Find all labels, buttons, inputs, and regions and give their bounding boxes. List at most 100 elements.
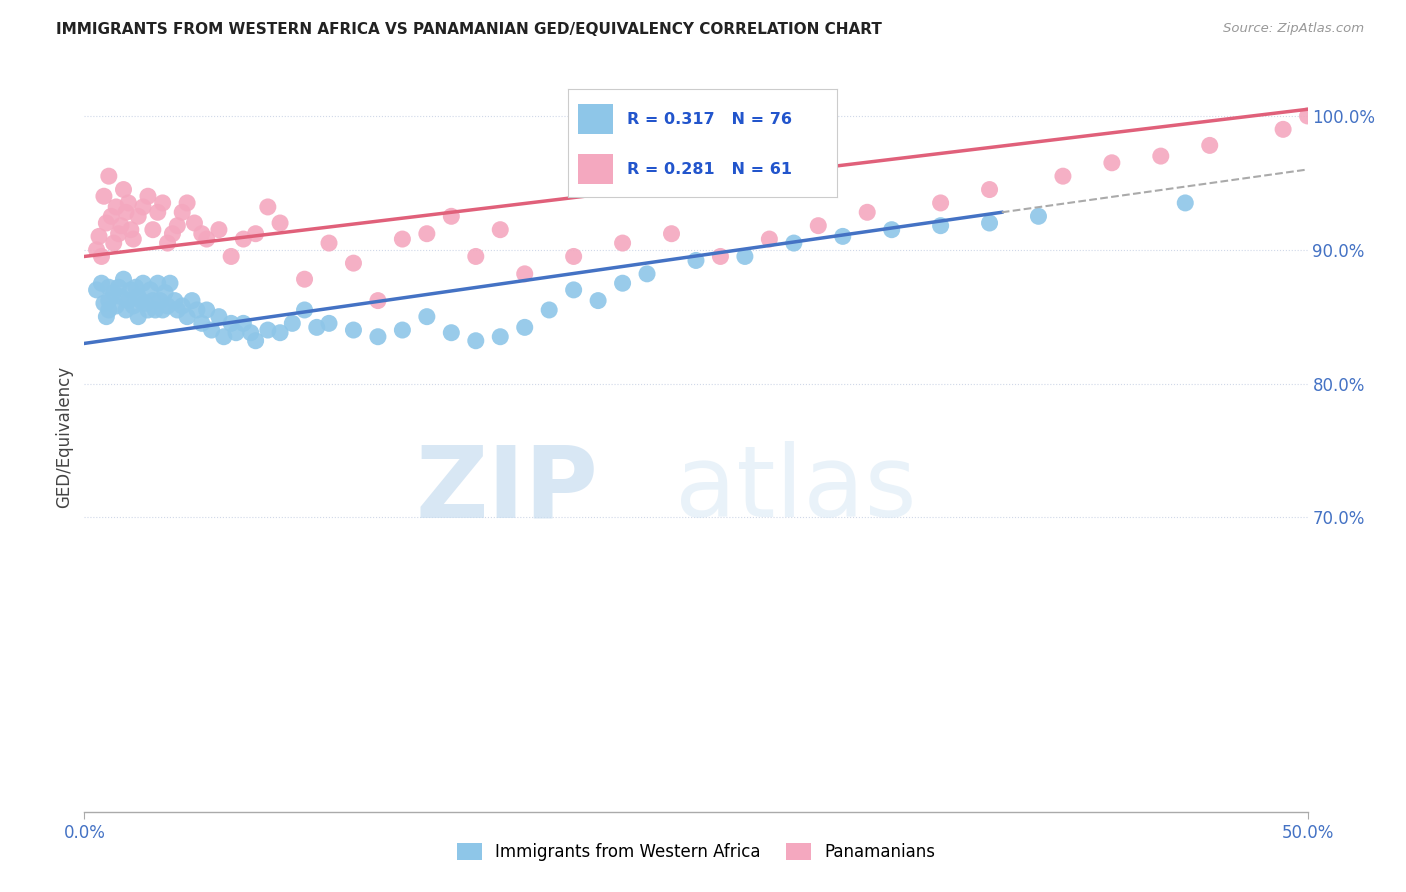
Point bbox=[195, 303, 218, 318]
Point bbox=[489, 223, 512, 237]
Point bbox=[232, 317, 254, 331]
Point bbox=[239, 326, 262, 340]
Point bbox=[86, 283, 108, 297]
Point bbox=[1296, 109, 1319, 123]
Point bbox=[929, 196, 952, 211]
Point bbox=[97, 303, 120, 318]
Point bbox=[129, 293, 152, 308]
Point bbox=[831, 229, 853, 244]
Point bbox=[97, 293, 120, 308]
Point bbox=[117, 293, 139, 308]
Point bbox=[142, 223, 165, 237]
Point bbox=[110, 219, 132, 233]
Point bbox=[146, 205, 169, 219]
Point bbox=[96, 310, 118, 324]
Point bbox=[758, 232, 780, 246]
Point bbox=[176, 196, 198, 211]
Point bbox=[115, 303, 138, 318]
Point bbox=[122, 232, 145, 246]
Point bbox=[93, 189, 115, 203]
Point bbox=[245, 227, 267, 241]
Point bbox=[1052, 169, 1074, 184]
Point bbox=[172, 299, 194, 313]
Point bbox=[100, 209, 122, 223]
Point bbox=[513, 320, 536, 334]
Point bbox=[367, 293, 389, 308]
Point bbox=[107, 227, 129, 241]
Point bbox=[734, 250, 756, 264]
Point bbox=[87, 229, 110, 244]
Point bbox=[146, 277, 169, 291]
Point bbox=[685, 253, 707, 268]
Point bbox=[136, 189, 159, 203]
Point bbox=[1028, 209, 1050, 223]
Point bbox=[342, 323, 364, 337]
Text: IMMIGRANTS FROM WESTERN AFRICA VS PANAMANIAN GED/EQUIVALENCY CORRELATION CHART: IMMIGRANTS FROM WESTERN AFRICA VS PANAMA… bbox=[56, 22, 882, 37]
Point bbox=[139, 283, 162, 297]
Point bbox=[294, 272, 316, 286]
Point bbox=[96, 216, 118, 230]
Point bbox=[281, 317, 304, 331]
Point bbox=[191, 317, 214, 331]
Point bbox=[163, 293, 186, 308]
Legend: Immigrants from Western Africa, Panamanians: Immigrants from Western Africa, Panamani… bbox=[450, 837, 942, 868]
Point bbox=[245, 334, 267, 348]
Point bbox=[1174, 196, 1197, 211]
Point bbox=[132, 277, 155, 291]
Point bbox=[191, 227, 214, 241]
Point bbox=[979, 216, 1001, 230]
Point bbox=[125, 280, 148, 294]
Point bbox=[257, 323, 280, 337]
Point bbox=[538, 303, 561, 318]
Text: atlas: atlas bbox=[675, 441, 917, 538]
Point bbox=[391, 323, 413, 337]
Point bbox=[367, 330, 389, 344]
Point bbox=[110, 290, 132, 304]
Point bbox=[105, 299, 128, 313]
Point bbox=[120, 223, 142, 237]
Point bbox=[90, 250, 112, 264]
Point bbox=[166, 303, 188, 318]
Point bbox=[1150, 149, 1173, 163]
Point bbox=[156, 235, 179, 250]
Point bbox=[612, 235, 634, 250]
Point bbox=[97, 169, 120, 184]
Point bbox=[149, 293, 172, 308]
Point bbox=[318, 235, 340, 250]
Point bbox=[586, 293, 609, 308]
Point bbox=[979, 183, 1001, 197]
Point bbox=[112, 272, 135, 286]
Point bbox=[127, 310, 149, 324]
Point bbox=[929, 219, 952, 233]
Point bbox=[709, 250, 731, 264]
Text: Source: ZipAtlas.com: Source: ZipAtlas.com bbox=[1223, 22, 1364, 36]
Point bbox=[90, 277, 112, 291]
Point bbox=[807, 219, 830, 233]
Point bbox=[107, 280, 129, 294]
Point bbox=[612, 277, 634, 291]
Point bbox=[127, 290, 149, 304]
Point bbox=[105, 200, 128, 214]
Point bbox=[1101, 156, 1123, 170]
Point bbox=[294, 303, 316, 318]
Point bbox=[489, 330, 512, 344]
Point bbox=[120, 283, 142, 297]
Point bbox=[93, 296, 115, 310]
Text: ZIP: ZIP bbox=[415, 441, 598, 538]
Point bbox=[636, 267, 658, 281]
Point bbox=[305, 320, 328, 334]
Point bbox=[219, 317, 242, 331]
Point bbox=[856, 205, 879, 219]
Y-axis label: GED/Equivalency: GED/Equivalency bbox=[55, 366, 73, 508]
Point bbox=[183, 216, 205, 230]
Point bbox=[152, 196, 174, 211]
Point bbox=[142, 293, 165, 308]
Point bbox=[86, 243, 108, 257]
Point bbox=[269, 326, 291, 340]
Point bbox=[172, 205, 194, 219]
Point bbox=[159, 277, 181, 291]
Point bbox=[103, 235, 125, 250]
Point bbox=[132, 200, 155, 214]
Point bbox=[143, 303, 166, 318]
Point bbox=[464, 250, 486, 264]
